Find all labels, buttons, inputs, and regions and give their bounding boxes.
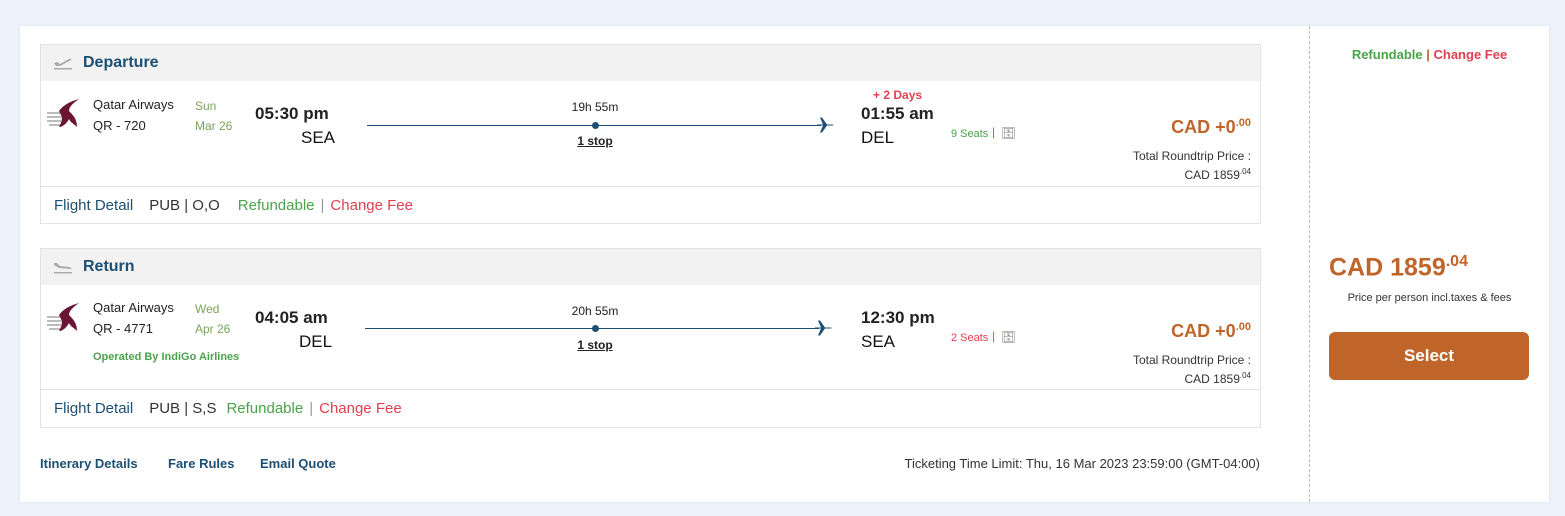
departure-airport: DEL — [299, 332, 333, 351]
return-footer: Flight Detail PUB | S,S Refundable | Cha… — [41, 390, 1260, 427]
seats-available: 9 Seats — [951, 128, 989, 140]
separator: | — [1426, 47, 1430, 62]
segment-price: CAD +0.00 — [1171, 117, 1251, 137]
return-segment: Return Qatar Airways QR - 4771 Operated … — [40, 248, 1261, 428]
separator: | — [309, 400, 314, 417]
change-fee-label: Change Fee — [319, 400, 402, 417]
fare-class: PUB | S,S — [149, 400, 217, 417]
return-header: Return — [41, 249, 1260, 285]
seats-available: 2 Seats — [951, 332, 989, 344]
return-flight-row: Qatar Airways QR - 4771 Operated By Indi… — [41, 285, 1260, 390]
total-label: Total Roundtrip Price : — [1132, 353, 1251, 367]
stop-dot — [592, 325, 599, 332]
departure-header: Departure — [41, 45, 1260, 81]
separator: | — [320, 196, 325, 214]
refundable-label: Refundable — [237, 196, 315, 214]
operated-by: Operated By IndiGo Airlines — [93, 351, 240, 363]
departure-day: Wed — [195, 302, 220, 316]
stops-link[interactable]: 1 stop — [577, 134, 613, 148]
departure-footer: Flight Detail PUB | O,O Refundable | Cha… — [41, 187, 1260, 223]
segment-price: CAD +0.00 — [1171, 321, 1251, 341]
itinerary-details-link[interactable]: Itinerary Details — [40, 456, 138, 471]
email-quote-link[interactable]: Email Quote — [260, 456, 336, 471]
departure-airport: SEA — [301, 128, 336, 147]
select-button[interactable]: Select — [1329, 332, 1529, 380]
departure-flight-row: Qatar Airways QR - 720 Sun Mar 26 05:30 … — [41, 81, 1260, 187]
total-label: Total Roundtrip Price : — [1132, 149, 1251, 163]
change-fee-label: Change Fee — [330, 196, 413, 214]
segment-title: Return — [83, 258, 135, 275]
day-offset: + 2 Days — [873, 88, 923, 102]
flight-detail-link[interactable]: Flight Detail — [54, 400, 134, 417]
stop-dot — [592, 122, 599, 129]
segment-title: Departure — [83, 54, 159, 71]
refundable-label: Refundable — [1351, 47, 1423, 62]
plane-landing-icon — [54, 263, 72, 274]
plane-takeoff-icon — [54, 58, 72, 70]
departure-segment: Departure Qatar Airways QR - 720 Sun Mar… — [40, 44, 1261, 224]
departure-date: Mar 26 — [195, 119, 233, 133]
divider — [1309, 26, 1310, 502]
fare-rules-link[interactable]: Fare Rules — [168, 456, 235, 471]
stops-link[interactable]: 1 stop — [577, 338, 613, 352]
arrival-time: 01:55 am — [861, 104, 934, 123]
arrival-airport: SEA — [861, 332, 896, 351]
departure-time: 04:05 am — [255, 308, 328, 327]
ticketing-time-limit: Ticketing Time Limit: Thu, 16 Mar 2023 2… — [904, 456, 1261, 471]
departure-date: Apr 26 — [195, 322, 231, 336]
price-note: Price per person incl.taxes & fees — [1347, 292, 1512, 304]
plane-icon — [817, 117, 834, 133]
departure-day: Sun — [195, 99, 217, 113]
change-fee-label: Change Fee — [1433, 47, 1508, 62]
flight-detail-link[interactable]: Flight Detail — [54, 196, 134, 214]
flight-result-card: Departure Qatar Airways QR - 720 Sun Mar… — [20, 26, 1549, 502]
flight-duration: 20h 55m — [571, 304, 619, 318]
total-price-per-person: CAD 1859.04 — [1329, 253, 1468, 282]
flight-number: QR - 4771 — [93, 321, 153, 336]
qatar-airways-logo — [47, 99, 79, 127]
fare-class: PUB | O,O — [149, 196, 220, 214]
departure-time: 05:30 pm — [255, 104, 329, 123]
separator: | — [992, 329, 996, 343]
flight-duration: 19h 55m — [571, 100, 619, 114]
arrival-airport: DEL — [861, 128, 895, 147]
baggage-icon: 🗄 — [1001, 330, 1017, 344]
separator: | — [992, 125, 996, 139]
fare-flags: Refundable | Change Fee — [1310, 47, 1549, 62]
total-price: CAD 1859.04 — [1184, 167, 1252, 182]
arrival-time: 12:30 pm — [861, 308, 935, 327]
airline-name: Qatar Airways — [93, 97, 174, 112]
flight-number: QR - 720 — [93, 118, 146, 133]
plane-icon — [815, 320, 832, 336]
airline-name: Qatar Airways — [93, 300, 174, 315]
baggage-icon: 🗄 — [1001, 126, 1017, 140]
qatar-airways-logo — [47, 303, 79, 331]
refundable-label: Refundable — [226, 400, 304, 417]
total-price: CAD 1859.04 — [1184, 371, 1252, 386]
